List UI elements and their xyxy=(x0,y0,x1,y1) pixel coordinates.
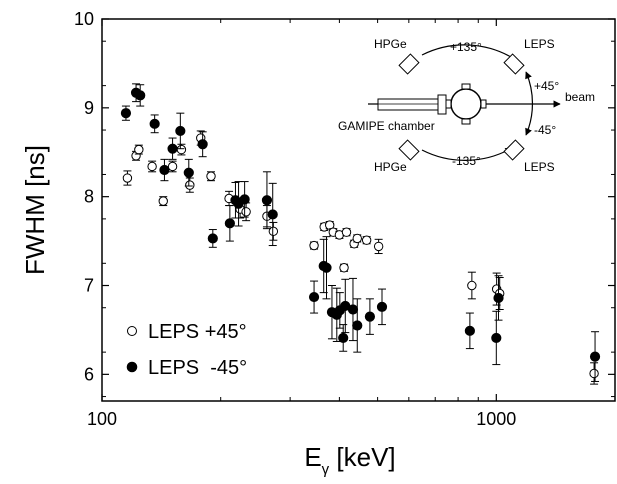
leps-top-detector xyxy=(503,53,525,75)
inset-label-hpge-bottom: HPGe xyxy=(374,160,407,174)
x-axis-title-unit: [keV] xyxy=(329,442,395,472)
data-point xyxy=(464,325,475,336)
data-point xyxy=(321,262,332,273)
y-tick-label: 7 xyxy=(84,276,94,296)
y-axis-title: FWHM [ns] xyxy=(20,145,50,275)
data-point xyxy=(185,180,195,190)
inset-label-beam: beam xyxy=(565,90,595,104)
legend-marker-open xyxy=(127,326,137,336)
data-point xyxy=(197,139,208,150)
hpge-top-detector xyxy=(398,53,420,75)
x-tick-label: 1000 xyxy=(476,409,516,429)
data-point xyxy=(361,235,372,245)
data-point xyxy=(347,304,359,315)
angle-arc-bottom xyxy=(421,147,513,161)
data-point xyxy=(467,280,477,291)
chamber xyxy=(450,88,482,120)
chamber-port-bottom xyxy=(461,118,471,125)
flange xyxy=(437,94,447,115)
data-point xyxy=(352,233,362,244)
data-point xyxy=(339,263,349,273)
data-point xyxy=(224,218,235,229)
legend: LEPS +45° LEPS -45° xyxy=(126,321,247,379)
data-point xyxy=(207,233,218,244)
data-point xyxy=(159,164,170,176)
data-point xyxy=(261,195,273,206)
inset-label-m135: -135° xyxy=(452,154,481,168)
chamber-port-right xyxy=(480,99,487,109)
y-tick-label: 6 xyxy=(84,364,94,384)
data-point xyxy=(206,171,216,181)
data-point xyxy=(176,144,187,155)
inset-label-leps-top: LEPS xyxy=(524,37,555,51)
data-point xyxy=(135,90,146,101)
inset-label-m45: -45° xyxy=(534,123,556,137)
axis-ticks xyxy=(101,18,616,401)
data-point xyxy=(149,118,160,129)
angle-arc xyxy=(421,44,517,61)
data-point xyxy=(341,227,352,237)
leps-bottom-detector xyxy=(503,139,525,161)
data-point xyxy=(239,194,250,205)
x-axis-title-main: E xyxy=(304,442,321,472)
y-tick-label: 8 xyxy=(84,187,94,207)
legend-marker-filled xyxy=(126,361,138,373)
data-point xyxy=(338,332,349,344)
inset-label-chamber: GAMIPE chamber xyxy=(338,119,435,133)
plot-frame xyxy=(101,18,616,402)
chamber-port-left xyxy=(445,99,452,109)
data-point xyxy=(309,240,319,251)
series-leps-plus45 xyxy=(122,130,599,385)
y-tick-label: 10 xyxy=(74,9,94,29)
legend-label-plus45: LEPS +45° xyxy=(148,321,247,343)
detector-setup-inset: HPGe +135° LEPS +45° beam GAMIPE chamber… xyxy=(338,37,595,174)
y-tick-label: 9 xyxy=(84,98,94,118)
data-point xyxy=(158,196,168,206)
data-point xyxy=(373,241,384,252)
data-point xyxy=(308,291,320,303)
data-point xyxy=(175,125,186,137)
x-tick-label: 100 xyxy=(87,409,117,429)
data-point xyxy=(589,351,601,362)
data-point xyxy=(491,332,502,344)
data-point xyxy=(267,209,278,220)
data-point xyxy=(241,207,251,217)
data-point xyxy=(376,301,388,312)
series-leps-minus45 xyxy=(120,83,601,382)
data-point xyxy=(167,143,178,154)
data-point xyxy=(183,167,194,178)
inset-label-p45: +45° xyxy=(534,79,559,93)
data-point xyxy=(364,311,376,322)
hpge-bottom-detector xyxy=(398,139,420,161)
axis-tick-labels: 6 7 8 9 10 100 1000 xyxy=(74,9,516,429)
inset-label-p135: +135° xyxy=(450,40,482,54)
inset-label-leps-bottom: LEPS xyxy=(524,160,555,174)
beam-pipe xyxy=(377,98,441,111)
data-point xyxy=(122,173,133,183)
data-point xyxy=(167,161,178,172)
data-point xyxy=(589,368,599,379)
chamber-port-top xyxy=(461,83,471,90)
x-axis-title-sub: γ xyxy=(322,461,330,478)
data-point xyxy=(147,161,157,172)
data-point xyxy=(134,144,144,155)
legend-label-minus45: LEPS -45° xyxy=(148,357,247,379)
data-point xyxy=(120,108,132,119)
data-point xyxy=(493,292,504,304)
x-axis-title: Eγ [keV] xyxy=(304,442,395,478)
data-point xyxy=(268,226,279,237)
inset-label-hpge-top: HPGe xyxy=(374,37,407,51)
data-point xyxy=(352,320,363,331)
